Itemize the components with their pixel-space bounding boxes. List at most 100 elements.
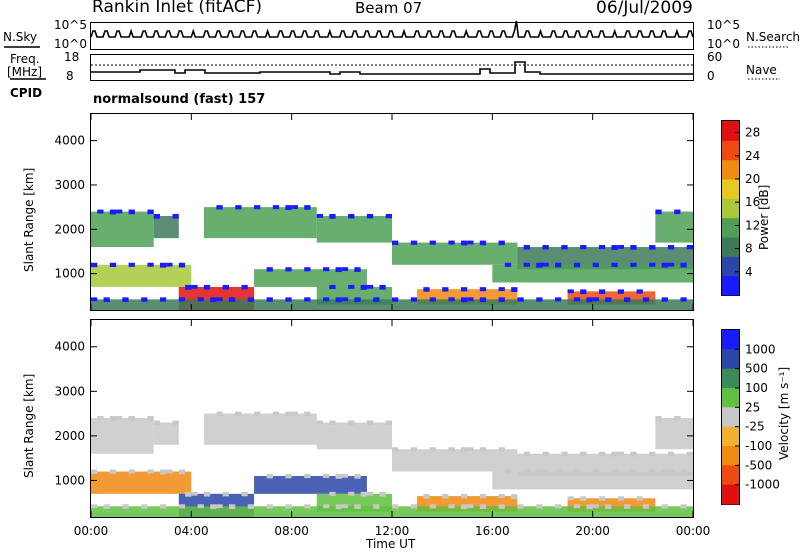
velocity-ytick-label: 1000 — [54, 473, 85, 487]
x-tick-label: 20:00 — [575, 524, 610, 538]
velocity-band-6-edge — [674, 416, 681, 421]
velocity-band-4-edge — [498, 447, 505, 452]
velocity-band-0-edge — [147, 416, 154, 421]
power-band-11-edge — [511, 287, 518, 293]
freq-tick-low: 8 — [66, 69, 74, 83]
power-band-4 — [392, 242, 518, 265]
power-band-12-edge — [504, 262, 512, 267]
velocity-band-8-edge — [203, 491, 211, 497]
power-band-2-edge — [272, 205, 280, 210]
power-band-0-edge — [97, 209, 104, 214]
velocity-band-3-edge — [329, 420, 336, 426]
power-ytick-label: 4000 — [54, 134, 85, 148]
velocity-band-14-edge — [680, 504, 687, 509]
power-band-14-edge — [285, 297, 292, 302]
power-band-8-edge — [241, 284, 248, 290]
power-band-2-edge — [254, 205, 261, 210]
velocity-band-9-edge — [266, 473, 273, 479]
velocity-band-14-edge — [197, 504, 204, 509]
velocity-band-14-edge — [467, 504, 474, 509]
power-band-4-edge — [498, 240, 505, 246]
power-band-12-edge — [667, 262, 675, 267]
velocity-band-14-edge — [354, 504, 361, 510]
velocity-band-5-edge — [611, 451, 618, 457]
velocity-band-4-edge — [392, 447, 399, 452]
power-band-5-edge — [542, 245, 549, 250]
velocity-band-12-edge — [667, 469, 675, 474]
velocity-band-3-edge — [348, 420, 355, 426]
nsky-series — [90, 20, 694, 38]
freq-tick-high: 18 — [64, 50, 80, 64]
velocity-band-4-edge — [460, 447, 468, 453]
power-band-2-edge — [216, 205, 223, 210]
power-colorbar-swatch — [722, 121, 739, 141]
velocity-band-14-edge — [536, 504, 543, 509]
velocity-band-14-edge — [247, 504, 255, 509]
power-band-5-edge — [686, 245, 693, 250]
velocity-band-12 — [492, 471, 693, 490]
power-band-3 — [316, 215, 392, 243]
power-band-12-edge — [649, 262, 656, 267]
velocity-band-11-edge — [423, 494, 430, 499]
velocity-band-12-edge — [555, 469, 562, 475]
velocity-band-14-edge — [573, 504, 581, 509]
power-band-2-edge — [291, 205, 298, 209]
velocity-colorbar-swatch — [722, 484, 739, 505]
velocity-band-8-edge — [241, 491, 248, 497]
station-title: Rankin Inlet (fitACF) — [92, 0, 263, 17]
velocity-colorbar-tick-label: -25 — [745, 420, 765, 434]
velocity-colorbar-tick-label: 1000 — [745, 342, 776, 356]
power-band-14-edge — [159, 297, 167, 302]
velocity-band-5-edge — [686, 451, 693, 456]
velocity-band-14-edge — [605, 504, 612, 510]
velocity-band-14-edge — [429, 504, 436, 509]
nsearch-tick-low: 10^0 — [707, 37, 740, 51]
power-band-9-edge — [304, 267, 311, 272]
velocity-band-13-edge — [567, 496, 574, 501]
power-band-10-edge — [379, 284, 386, 290]
velocity-colorbar-swatch — [722, 465, 739, 486]
x-tick-label: 16:00 — [475, 524, 510, 538]
power-band-14-edge — [323, 297, 330, 302]
power-band-12-edge — [630, 262, 637, 267]
power-band-14-edge — [247, 297, 255, 302]
velocity-ytick-label: 3000 — [54, 384, 85, 398]
power-band-6-edge — [674, 209, 681, 215]
velocity-colorbar-swatch — [722, 388, 739, 408]
x-tick-label: 00:00 — [74, 524, 109, 538]
power-band-14-edge — [122, 297, 129, 302]
power-band-3-edge — [385, 213, 392, 219]
power-band-2-edge — [235, 205, 242, 210]
freq-unit: [MHz] — [7, 65, 43, 79]
power-band-12-edge — [680, 262, 687, 268]
velocity-band-2-edge — [216, 411, 223, 416]
power-band-4-edge — [460, 240, 468, 246]
x-tick-label: 08:00 — [274, 524, 309, 538]
velocity-band-5-edge — [523, 451, 530, 457]
power-band-14-edge — [573, 297, 581, 302]
velocity-band-14-edge — [498, 504, 505, 509]
velocity-band-9 — [254, 475, 367, 494]
velocity-colorbar-tick-label: -100 — [745, 439, 772, 453]
power-band-10-edge — [360, 284, 367, 290]
power-colorbar-swatch — [722, 217, 739, 238]
velocity-band-14-edge — [592, 504, 599, 509]
x-tick-label: 12:00 — [375, 524, 410, 538]
velocity-band-4-edge — [410, 447, 418, 452]
power-band-14-edge — [373, 297, 380, 302]
velocity-band-11-edge — [442, 494, 449, 499]
power-band-14-edge — [498, 297, 505, 302]
power-band-14-edge — [103, 297, 110, 303]
power-band-5-edge — [617, 245, 625, 249]
velocity-band-2-edge — [291, 411, 298, 416]
velocity-band-3-edge — [316, 420, 324, 425]
power-colorbar-tick-label: 16 — [745, 195, 760, 209]
velocity-band-2-edge — [272, 411, 280, 416]
x-axis-title: Time UT — [366, 537, 416, 551]
velocity-band-4-edge — [467, 447, 474, 452]
velocity-band-2-edge — [235, 411, 242, 416]
power-band-14-edge — [228, 297, 236, 303]
power-colorbar-tick-label: 8 — [745, 242, 753, 256]
power-band-12-edge — [611, 262, 618, 268]
power-band-13-edge — [617, 289, 625, 294]
